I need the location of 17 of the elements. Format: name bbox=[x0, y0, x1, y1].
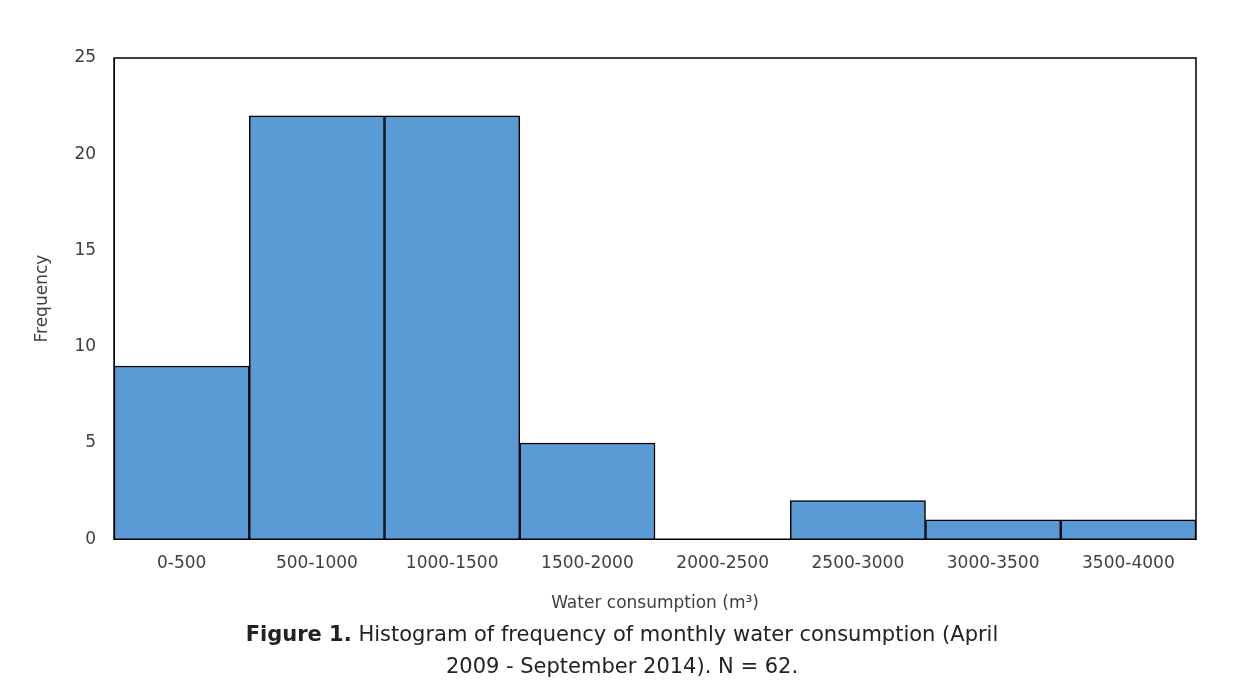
y-tick-label: 25 bbox=[74, 46, 97, 67]
x-tick-label: 2500-3000 bbox=[811, 551, 905, 572]
y-tick-label: 5 bbox=[85, 431, 97, 452]
y-tick-label: 20 bbox=[74, 142, 97, 163]
y-tick-label: 10 bbox=[74, 335, 97, 356]
x-tick-label: 0-500 bbox=[156, 551, 207, 572]
text: Figure 1. Histogram of frequency of monthly water consumption (April 2009 - September 2014). N = 62. bbox=[245, 622, 999, 678]
x-tick-label: 1500-2000 bbox=[541, 551, 634, 572]
y-tick-label: 0 bbox=[85, 527, 97, 548]
y-axis-title: Frequency bbox=[30, 254, 51, 343]
x-axis-title: Water consumption (m³) bbox=[551, 592, 759, 613]
y-tick-label: 15 bbox=[74, 238, 97, 259]
x-tick-label: 500-1000 bbox=[275, 551, 358, 572]
x-tick-label: 2000-2500 bbox=[676, 551, 769, 572]
x-tick-label: 1000-1500 bbox=[405, 551, 499, 572]
x-tick-label: 3500-4000 bbox=[1082, 551, 1175, 572]
x-tick-label: 3000-3500 bbox=[946, 551, 1040, 572]
